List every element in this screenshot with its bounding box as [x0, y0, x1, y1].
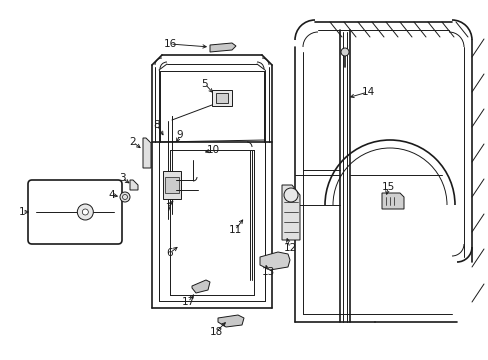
Circle shape [284, 188, 297, 202]
Polygon shape [163, 171, 181, 199]
Circle shape [120, 192, 130, 202]
Text: 17: 17 [181, 297, 194, 307]
Text: 13: 13 [261, 267, 274, 277]
Text: 2: 2 [129, 137, 136, 147]
Text: 6: 6 [166, 248, 173, 258]
Circle shape [82, 209, 88, 215]
FancyBboxPatch shape [28, 180, 122, 244]
Polygon shape [282, 185, 299, 240]
Text: 1: 1 [19, 207, 25, 217]
Text: 10: 10 [206, 145, 219, 155]
Text: 14: 14 [361, 87, 374, 97]
Text: 9: 9 [176, 130, 183, 140]
Text: 5: 5 [201, 79, 208, 89]
Circle shape [77, 204, 93, 220]
Polygon shape [216, 93, 227, 103]
Text: 16: 16 [163, 39, 176, 49]
Polygon shape [212, 90, 231, 106]
Polygon shape [130, 180, 138, 190]
Text: 4: 4 [108, 190, 115, 200]
Text: 11: 11 [228, 225, 241, 235]
Text: 8: 8 [153, 120, 160, 130]
Polygon shape [164, 177, 179, 193]
Text: 18: 18 [209, 327, 222, 337]
Polygon shape [192, 280, 209, 293]
Text: 12: 12 [283, 243, 296, 253]
Polygon shape [381, 193, 403, 209]
Circle shape [340, 48, 348, 56]
Text: 7: 7 [164, 203, 171, 213]
Text: 15: 15 [381, 182, 394, 192]
Polygon shape [260, 252, 289, 270]
Polygon shape [209, 43, 236, 52]
Polygon shape [218, 315, 244, 327]
Text: 3: 3 [119, 173, 125, 183]
Polygon shape [142, 138, 151, 168]
